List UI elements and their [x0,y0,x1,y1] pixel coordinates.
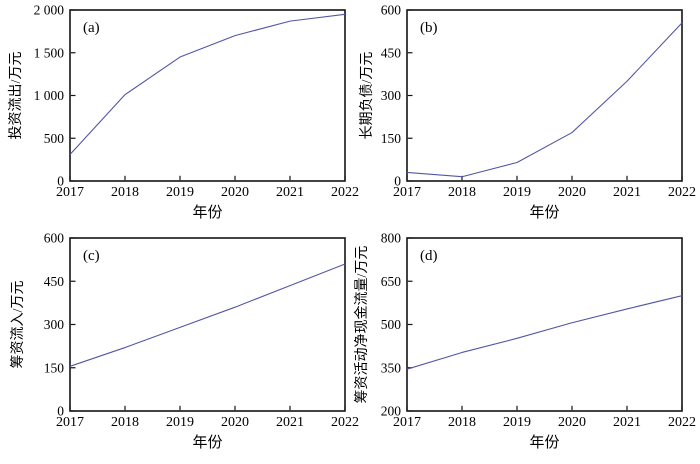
y-tick-label: 500 [44,131,65,146]
x-tick-label: 2020 [558,415,586,430]
plot-frame-c [69,237,346,412]
x-tick-label: 2022 [668,415,696,430]
y-tick-label: 600 [44,231,65,246]
x-tick-label: 2019 [166,185,194,200]
subplot-b: 0 150 300 450 600 2017 2018 2019 2020 2021 2022 年份 长… [359,3,696,222]
x-tick-label: 2018 [448,415,476,430]
x-tick-label: 2017 [393,185,421,200]
x-tick-label: 2022 [668,185,696,200]
subplot-d: 200 350 500 650 800 2017 2018 2019 2020 2021 2022 年… [353,231,696,452]
x-tick-label: 2019 [503,185,531,200]
x-axis-label-d: 年份 [529,434,559,451]
y-tick-label: 500 [381,317,402,332]
data-line-c [69,263,346,367]
subplot-a: 0 500 1 000 1 500 2 000 2017 2018 2019 2020 2021 2… [8,3,359,222]
y-axis-label-a: 投资流出/万元 [8,52,24,140]
x-tick-label: 2020 [558,185,586,200]
x-tick-label: 2019 [503,415,531,430]
x-tick-label: 2022 [331,415,359,430]
y-axis-label-c: 筹资流入/万元 [9,281,26,369]
x-tick-label: 2021 [613,415,641,430]
y-tick-label: 0 [57,174,64,189]
x-tick-label: 2018 [448,185,476,200]
y-tick-label: 2 000 [34,3,65,18]
panel-tag-b: (b) [420,20,438,36]
x-tick-label: 2020 [221,185,249,200]
y-axis-label-b: 长期负债/万元 [359,52,375,140]
x-tick-label: 2018 [111,415,139,430]
x-tick-label: 2017 [56,415,84,430]
y-tick-label: 450 [381,45,402,60]
y-axis-label-d: 筹资活动净现金流量/万元 [353,246,370,404]
x-axis-label-a: 年份 [192,204,222,221]
x-axis-label-b: 年份 [529,204,559,221]
x-tick-label: 2021 [276,415,304,430]
data-line-b [406,22,683,178]
x-axis-label-c: 年份 [192,434,222,451]
y-tick-label: 450 [44,274,65,289]
data-line-a [69,13,346,155]
plot-frame-d [406,237,683,412]
data-line-d [406,295,683,370]
x-tick-label: 2020 [221,415,249,430]
y-tick-label: 150 [381,131,402,146]
y-tick-label: 300 [381,88,402,103]
y-tick-label: 800 [381,231,402,246]
x-tick-label: 2017 [56,185,84,200]
panel-tag-c: (c) [83,248,100,264]
subplot-c: 0 150 300 450 600 2017 2018 2019 2020 2021 2022 年份 筹… [9,231,359,452]
y-tick-label: 1 500 [34,45,65,60]
y-tick-label: 0 [394,174,401,189]
plot-frame-b [406,9,683,182]
y-tick-label: 200 [381,404,402,419]
x-tick-label: 2018 [111,185,139,200]
plot-frame-a [69,9,346,182]
x-tick-label: 2022 [331,185,359,200]
y-tick-label: 1 000 [34,88,65,103]
panel-tag-a: (a) [83,20,100,36]
x-tick-label: 2019 [166,415,194,430]
x-tick-label: 2017 [393,415,421,430]
y-tick-label: 650 [381,274,402,289]
y-tick-label: 300 [44,317,65,332]
x-tick-label: 2021 [613,185,641,200]
y-tick-label: 0 [57,404,64,419]
panel-tag-d: (d) [420,248,438,264]
y-tick-label: 150 [44,360,65,375]
y-tick-label: 350 [381,360,402,375]
y-tick-label: 600 [381,3,402,18]
x-tick-label: 2021 [276,185,304,200]
